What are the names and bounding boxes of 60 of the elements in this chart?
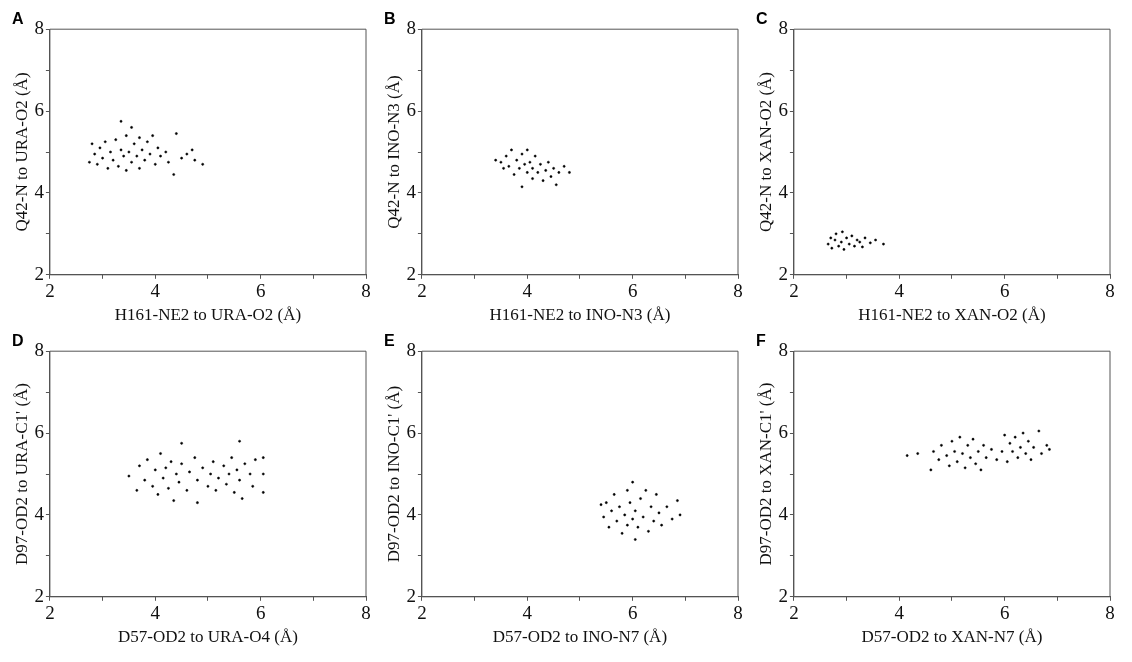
x-tick-label: 4 bbox=[894, 280, 905, 302]
x-axis-title: D57-OD2 to URA-O4 (Å) bbox=[118, 627, 298, 647]
y-tick-label: 4 bbox=[778, 502, 789, 524]
y-axis-title: D97-OD2 to URA-C1' (Å) bbox=[11, 382, 31, 566]
chart-title: B bbox=[384, 10, 396, 28]
y-tick-label: 8 bbox=[34, 339, 44, 361]
x-tick-label: 4 bbox=[150, 602, 161, 624]
y-tick-label: 6 bbox=[34, 421, 44, 443]
y-tick-label: 4 bbox=[34, 180, 45, 202]
y-tick-label: 4 bbox=[34, 502, 45, 524]
y-tick-label: 2 bbox=[778, 262, 788, 284]
chart-title: A bbox=[12, 10, 24, 28]
x-tick-label: 4 bbox=[894, 602, 905, 624]
x-tick-label: 6 bbox=[255, 280, 266, 302]
y-tick-label: 6 bbox=[34, 99, 44, 121]
y-tick-label: 6 bbox=[778, 421, 788, 443]
x-tick-label: 4 bbox=[150, 280, 161, 302]
y-tick-label: 8 bbox=[34, 17, 44, 39]
x-tick-label: 8 bbox=[733, 280, 743, 302]
chart-title: D bbox=[12, 332, 24, 350]
x-tick-label: 8 bbox=[733, 602, 743, 624]
x-axis-title: H161-NE2 to XAN-O2 (Å) bbox=[858, 305, 1046, 325]
x-axis-title: H161-NE2 to INO-N3 (Å) bbox=[489, 305, 671, 325]
y-tick-label: 8 bbox=[778, 339, 788, 361]
chart-title: F bbox=[756, 332, 766, 350]
x-axis-title: D57-OD2 to INO-N7 (Å) bbox=[492, 627, 668, 647]
x-tick-label: 8 bbox=[361, 602, 371, 624]
x-tick-label: 6 bbox=[627, 280, 638, 302]
x-tick-label: 6 bbox=[999, 280, 1010, 302]
y-axis-title: D97-OD2 to INO-C1' (Å) bbox=[383, 385, 403, 563]
x-tick-label: 6 bbox=[999, 602, 1010, 624]
chart-title: C bbox=[756, 10, 768, 28]
y-tick-label: 6 bbox=[406, 421, 416, 443]
y-tick-label: 2 bbox=[406, 262, 416, 284]
x-axis-title: D57-OD2 to XAN-N7 (Å) bbox=[861, 627, 1043, 647]
x-tick-label: 8 bbox=[1105, 602, 1115, 624]
x-tick-label: 6 bbox=[255, 602, 266, 624]
y-tick-label: 8 bbox=[406, 17, 416, 39]
y-axis-title: D97-OD2 to XAN-C1' (Å) bbox=[755, 382, 775, 566]
x-tick-label: 4 bbox=[522, 280, 533, 302]
y-tick-label: 2 bbox=[778, 584, 788, 606]
y-tick-label: 4 bbox=[406, 180, 417, 202]
y-tick-label: 4 bbox=[778, 180, 789, 202]
y-tick-label: 8 bbox=[406, 339, 416, 361]
x-tick-label: 8 bbox=[1105, 280, 1115, 302]
y-axis-title: Q42-N to INO-N3 (Å) bbox=[383, 75, 403, 229]
x-tick-label: 8 bbox=[361, 280, 371, 302]
y-tick-label: 2 bbox=[406, 584, 416, 606]
y-tick-label: 8 bbox=[778, 17, 788, 39]
x-tick-label: 6 bbox=[627, 602, 638, 624]
y-tick-label: 2 bbox=[34, 584, 44, 606]
x-axis-title: H161-NE2 to URA-O2 (Å) bbox=[114, 305, 302, 325]
y-tick-label: 6 bbox=[778, 99, 788, 121]
y-tick-label: 2 bbox=[34, 262, 44, 284]
y-tick-label: 6 bbox=[406, 99, 416, 121]
y-axis-title: Q42-N to URA-O2 (Å) bbox=[11, 72, 31, 232]
x-tick-label: 4 bbox=[522, 602, 533, 624]
y-axis-title: Q42-N to XAN-O2 (Å) bbox=[755, 71, 775, 233]
y-tick-label: 4 bbox=[406, 502, 417, 524]
chart-title: E bbox=[384, 332, 395, 350]
